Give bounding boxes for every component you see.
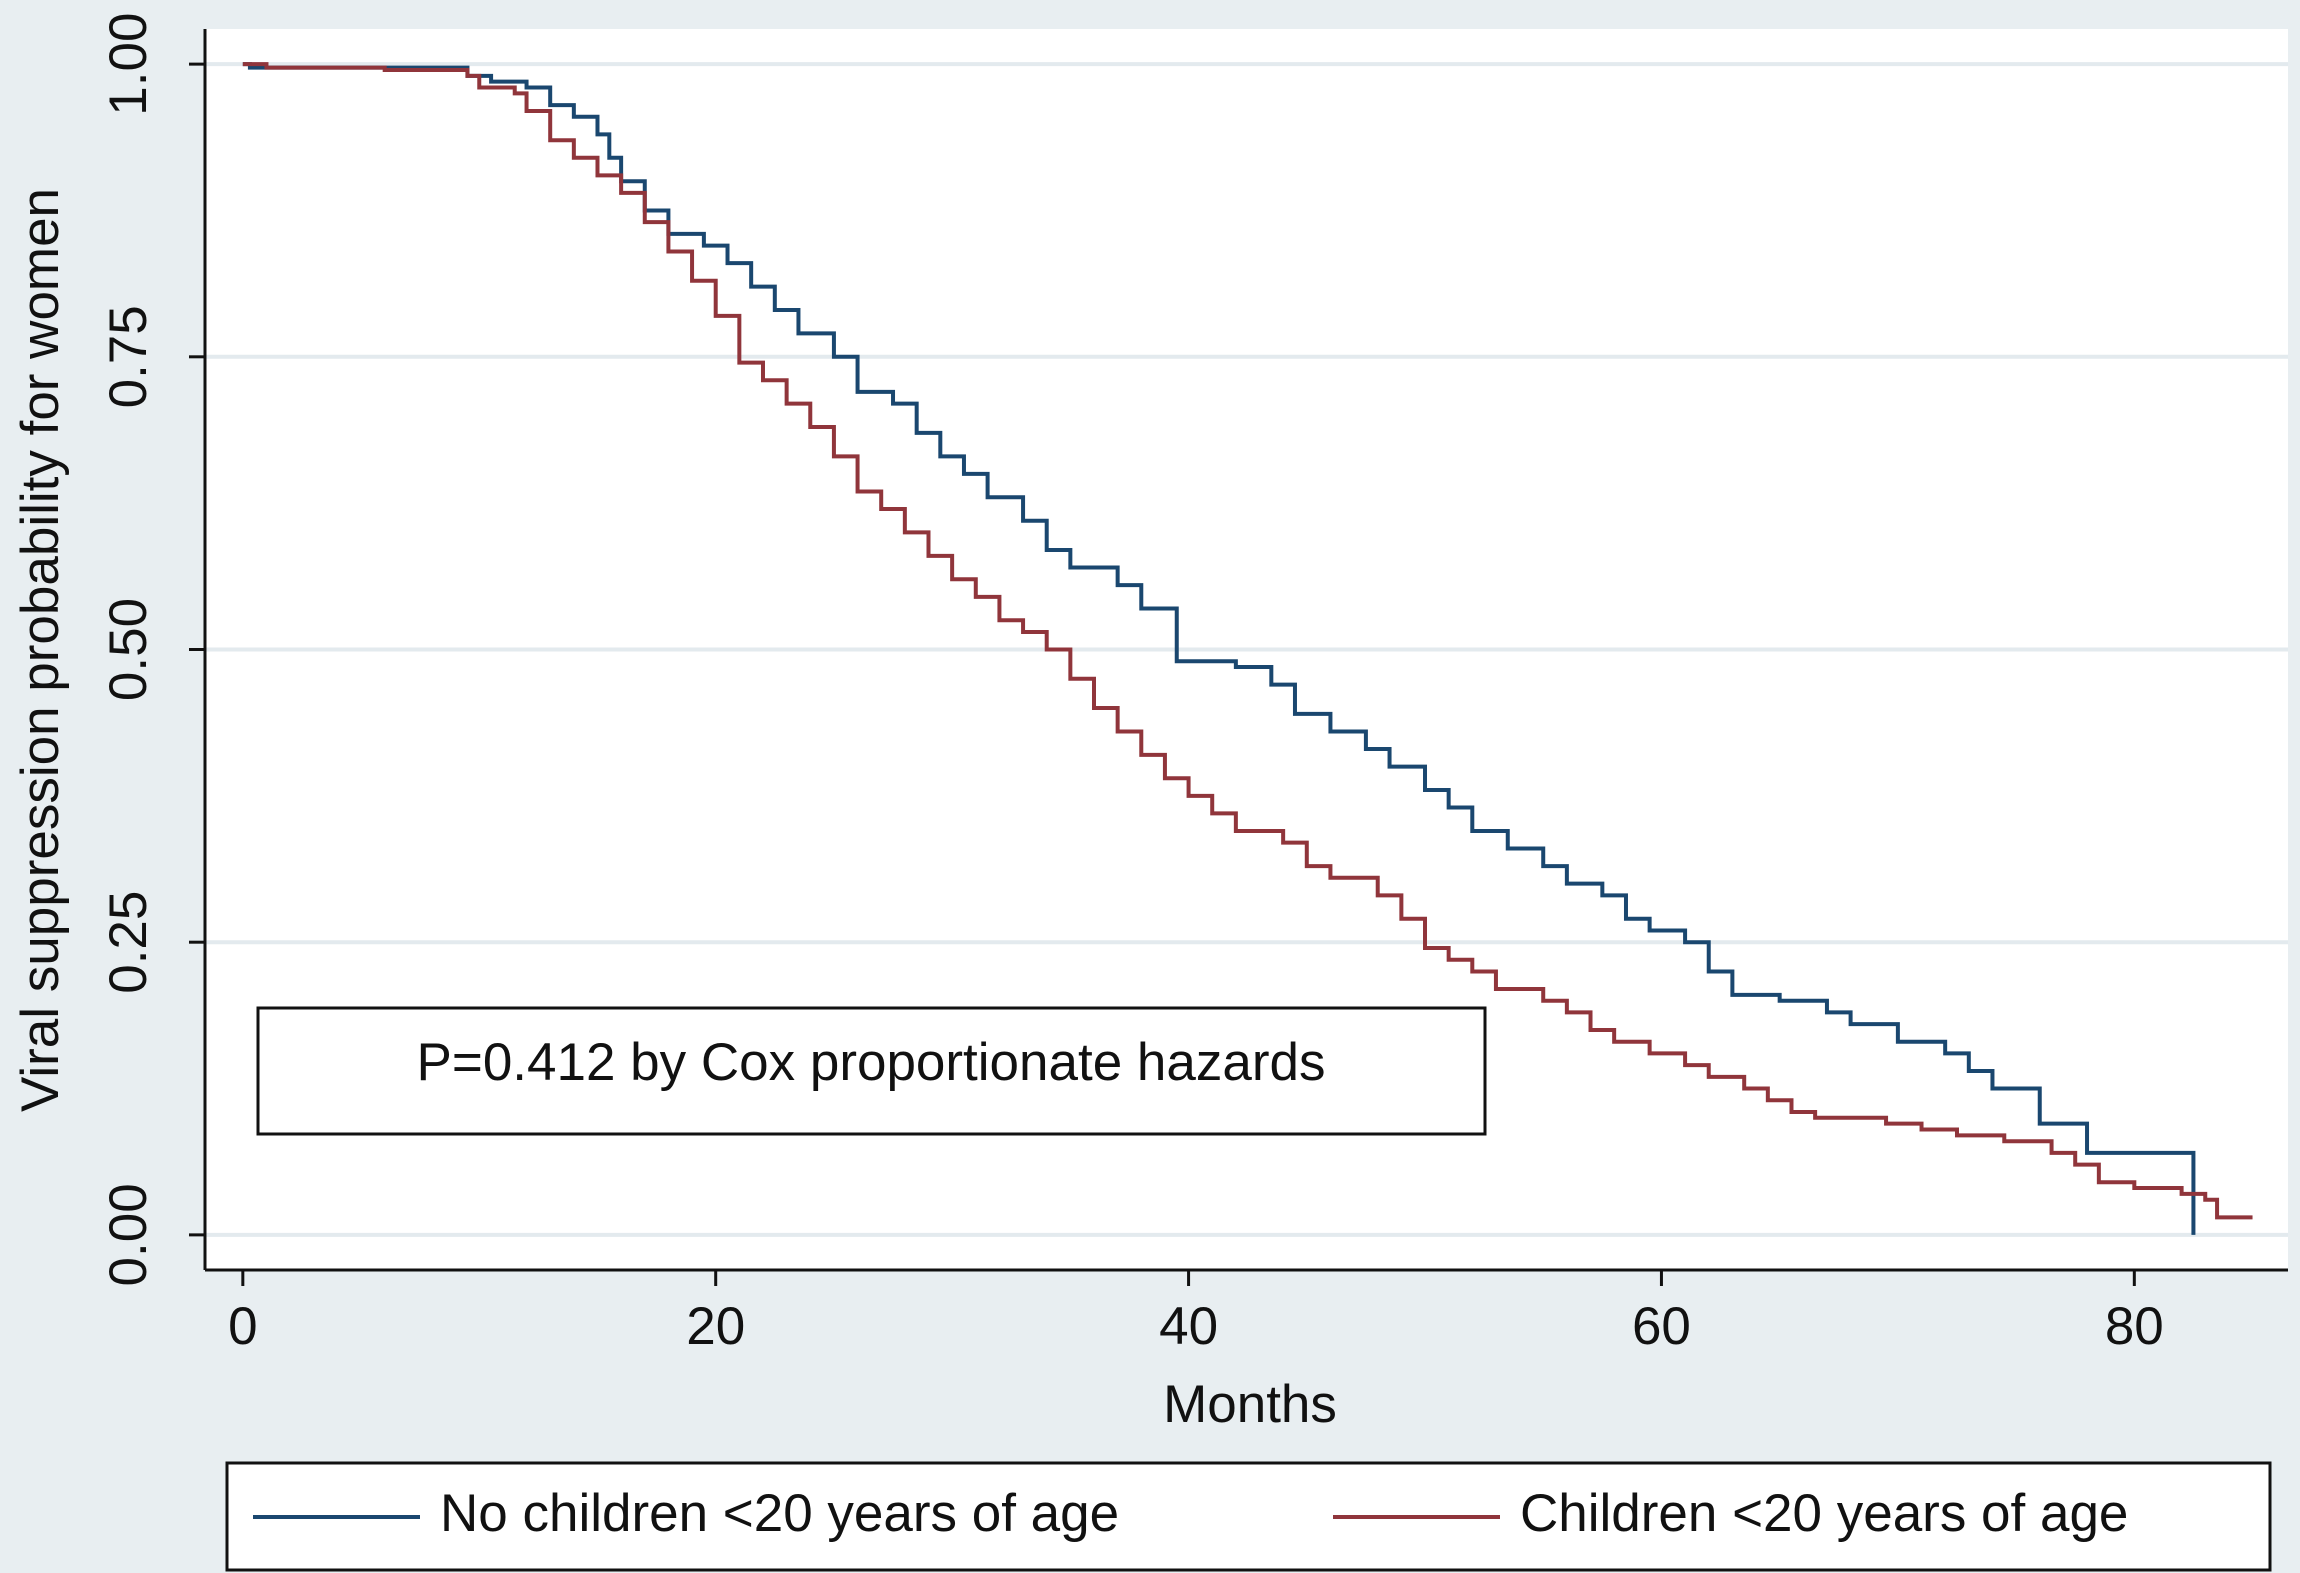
annotation: P=0.412 by Cox proportionate hazards [417,1033,1326,1092]
survival-line [242,62,2253,1220]
grid [205,62,2288,1237]
y-tick-label: 0.75 [99,305,158,408]
legend [225,1461,2272,1572]
y-tick-label: 0.50 [99,598,158,701]
y-tick-label: 0.25 [99,891,158,994]
legend-label: Children <20 years of age [1520,1484,2128,1543]
annotation-box [256,1006,1487,1136]
x-tick-label: 40 [1159,1297,1218,1356]
x-axis-label: Months [1163,1375,1337,1434]
x-tick-label: 0 [228,1297,257,1356]
y-tick-label: 0.00 [99,1183,158,1286]
x-tick-label: 20 [686,1297,745,1356]
x-tick-label: 80 [2105,1297,2164,1356]
legend-label: No children <20 years of age [440,1484,1119,1543]
lines [242,62,2253,1235]
x-tick-label: 60 [1632,1297,1691,1356]
y-axis-label: Viral suppression probability for women [11,188,70,1112]
survival-line [242,62,2196,1235]
y-tick-label: 1.00 [99,13,158,116]
